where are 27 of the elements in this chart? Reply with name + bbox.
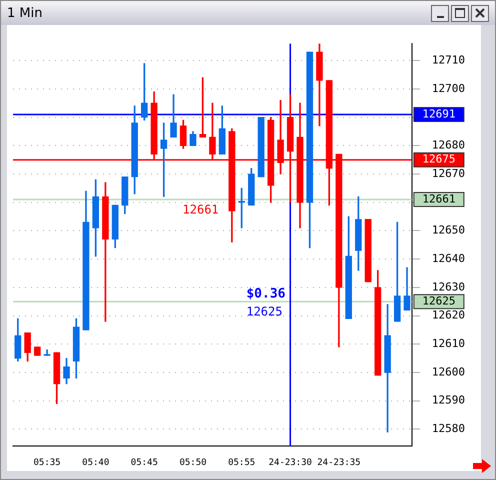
x-tick-label: 05:50 [179,458,207,468]
y-tick-label: 12700 [432,82,466,95]
ref-line-label: 12675 [422,152,456,166]
chart-title: 1 Min [7,6,44,20]
y-tick-label: 12630 [432,280,466,294]
annotation: 12625 [246,304,282,319]
y-tick-label: 12610 [432,336,466,350]
x-tick-label: 05:35 [34,458,61,468]
x-tick-label: 24-23:30 [268,458,312,468]
ref-line-label: 12661 [422,192,456,206]
x-tick-label: 24-23:35 [317,458,361,468]
y-tick-label: 12590 [432,394,466,407]
annotation: 12661 [182,202,219,217]
y-tick-label: 12710 [432,53,466,66]
y-tick-label: 12680 [432,138,466,152]
y-tick-label: 12640 [432,252,466,265]
annotation: $0.36 [246,286,286,302]
x-tick-label: 05:45 [130,458,158,468]
y-tick-label: 12670 [432,166,466,180]
ref-line-label: 12625 [422,294,456,308]
y-tick-label: 12650 [432,224,466,237]
y-tick-label: 12620 [432,308,466,322]
y-tick-label: 12600 [432,365,466,378]
x-tick-label: 05:40 [82,458,110,468]
y-tick-label: 12580 [432,422,466,436]
x-tick-label: 05:55 [228,458,256,468]
ref-line-label: 12691 [422,107,456,120]
